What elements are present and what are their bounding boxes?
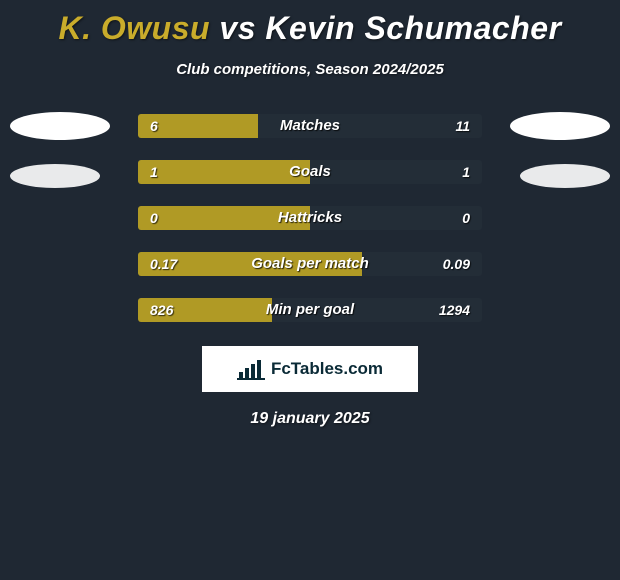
stat-rows: 611Matches 11Goals 00Hattricks 0.170.09Goal… (0, 108, 620, 338)
player1-name: K. Owusu (58, 10, 210, 46)
bar-chart-icon (237, 358, 265, 380)
bar-track: 8261294Min per goal (138, 298, 482, 322)
stat-row: 0.170.09Goals per match (0, 246, 620, 292)
player1-avatar (10, 164, 100, 188)
bar-track: 11Goals (138, 160, 482, 184)
player2-avatar (520, 164, 610, 188)
stat-label: Goals per match (138, 252, 482, 276)
player2-avatar (510, 112, 610, 140)
player1-avatar (10, 112, 110, 140)
vs-label: vs (219, 10, 256, 46)
stat-row: 00Hattricks (0, 200, 620, 246)
brand-box: FcTables.com (202, 346, 418, 392)
comparison-title: K. Owusu vs Kevin Schumacher (0, 0, 620, 47)
stat-label: Min per goal (138, 298, 482, 322)
player2-name: Kevin Schumacher (265, 10, 561, 46)
stat-label: Hattricks (138, 206, 482, 230)
brand-label: FcTables.com (271, 359, 383, 379)
stat-label: Goals (138, 160, 482, 184)
bar-track: 0.170.09Goals per match (138, 252, 482, 276)
bar-track: 00Hattricks (138, 206, 482, 230)
stat-row: 611Matches (0, 108, 620, 154)
bar-track: 611Matches (138, 114, 482, 138)
stat-label: Matches (138, 114, 482, 138)
date-label: 19 january 2025 (0, 410, 620, 428)
subtitle: Club competitions, Season 2024/2025 (0, 61, 620, 78)
stat-row: 8261294Min per goal (0, 292, 620, 338)
stat-row: 11Goals (0, 154, 620, 200)
